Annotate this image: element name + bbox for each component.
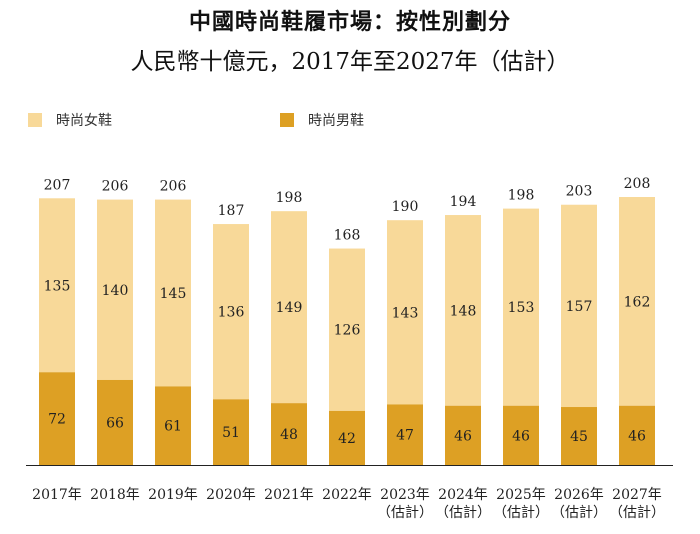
data-label-female-5: 126 — [334, 323, 361, 339]
bar-female-5 — [329, 248, 365, 411]
data-label-male-7: 46 — [454, 428, 472, 444]
legend-item-male: 時尚男鞋 — [280, 110, 364, 130]
bar-female-2 — [155, 199, 191, 387]
data-label-female-4: 149 — [276, 300, 303, 316]
total-label-7: 194 — [450, 194, 477, 210]
bar-male-8 — [503, 405, 539, 465]
x-tick-label-0: 2017年 — [32, 487, 82, 503]
data-label-male-0: 72 — [48, 412, 66, 428]
x-tick-sublabel-8: （估計） — [493, 505, 549, 521]
x-tick-label-8: 2025年 — [496, 487, 546, 503]
bar-male-9 — [561, 407, 597, 465]
x-tick-label-9: 2026年 — [554, 487, 604, 503]
bar-female-0 — [39, 198, 75, 373]
total-label-8: 198 — [508, 188, 535, 204]
bar-female-1 — [97, 199, 133, 380]
bar-female-10 — [619, 197, 655, 406]
bar-male-1 — [97, 379, 133, 465]
bar-female-8 — [503, 208, 539, 406]
data-label-male-6: 47 — [396, 428, 414, 444]
chart-subtitle: 人民幣十億元，2017年至2027年（估計） — [130, 49, 570, 75]
x-tick-sublabel-7: （估計） — [435, 505, 491, 521]
bar-male-4 — [271, 403, 307, 465]
bar-female-3 — [213, 224, 249, 400]
total-label-3: 187 — [218, 203, 245, 219]
bar-female-7 — [445, 215, 481, 406]
total-label-10: 208 — [624, 176, 651, 192]
data-label-female-3: 136 — [218, 305, 245, 321]
data-label-male-3: 51 — [222, 425, 240, 441]
total-label-5: 168 — [334, 228, 361, 244]
data-label-female-0: 135 — [44, 278, 71, 294]
x-tick-label-6: 2023年 — [380, 487, 430, 503]
total-label-9: 203 — [566, 184, 593, 200]
x-tick-sublabel-9: （估計） — [551, 505, 607, 521]
total-label-0: 207 — [44, 177, 71, 193]
bar-male-10 — [619, 405, 655, 465]
data-label-female-7: 148 — [450, 303, 477, 319]
data-label-male-8: 46 — [512, 428, 530, 444]
bar-male-5 — [329, 410, 365, 465]
data-label-female-1: 140 — [102, 283, 129, 299]
bar-female-4 — [271, 211, 307, 404]
data-label-female-2: 145 — [160, 286, 187, 302]
total-label-2: 206 — [160, 179, 187, 195]
x-tick-label-2: 2019年 — [148, 487, 198, 503]
data-label-male-2: 61 — [164, 419, 182, 435]
data-label-male-4: 48 — [280, 427, 298, 443]
data-label-male-5: 42 — [338, 431, 356, 447]
x-tick-sublabel-10: （估計） — [609, 505, 665, 521]
bar-male-7 — [445, 405, 481, 465]
data-label-male-1: 66 — [106, 415, 124, 431]
data-label-female-10: 162 — [624, 294, 651, 310]
x-tick-label-3: 2020年 — [206, 487, 256, 503]
chart-title: 中國時尚鞋履市場：按性別劃分 — [188, 10, 511, 35]
x-tick-sublabel-6: （估計） — [377, 505, 433, 521]
bar-female-9 — [561, 204, 597, 408]
bar-male-3 — [213, 399, 249, 465]
x-tick-label-4: 2021年 — [264, 487, 314, 503]
total-label-4: 198 — [276, 190, 303, 206]
total-label-1: 206 — [102, 179, 129, 195]
total-label-6: 190 — [392, 199, 419, 215]
x-tick-label-7: 2024年 — [438, 487, 488, 503]
data-label-male-9: 45 — [570, 429, 588, 445]
x-tick-label-10: 2027年 — [612, 487, 662, 503]
data-label-female-9: 157 — [566, 299, 593, 315]
x-tick-label-1: 2018年 — [90, 487, 140, 503]
bar-male-6 — [387, 404, 423, 465]
legend-label-female: 時尚女鞋 — [56, 113, 112, 129]
legend-swatch-female — [28, 113, 42, 127]
legend-item-female: 時尚女鞋 — [28, 110, 112, 130]
data-label-female-6: 143 — [392, 305, 419, 321]
x-tick-label-5: 2022年 — [322, 487, 372, 503]
data-label-female-8: 153 — [508, 300, 535, 316]
bar-male-0 — [39, 372, 75, 465]
legend-swatch-male — [280, 113, 294, 127]
bar-female-6 — [387, 220, 423, 405]
data-label-male-10: 46 — [628, 428, 646, 444]
legend-label-male: 時尚男鞋 — [308, 113, 364, 129]
bar-male-2 — [155, 386, 191, 465]
